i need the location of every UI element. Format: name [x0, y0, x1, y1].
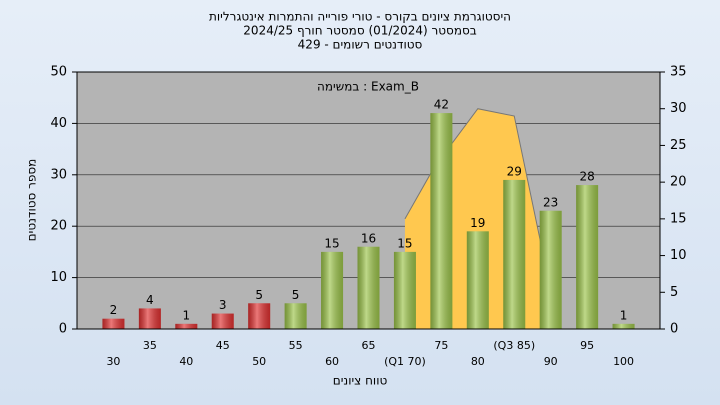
x-tick-label: (Q3 85) [493, 339, 535, 352]
chart-title: היסטוגרמת ציונים בקורס - טורי פורייה והת… [209, 10, 511, 24]
value-label: 29 [507, 164, 522, 178]
x-axis-label: טווח ציונים [333, 374, 388, 388]
y-tick-label: 20 [50, 219, 67, 234]
x-tick-label: 65 [362, 339, 376, 352]
x-tick-label: 50 [252, 355, 266, 368]
bar-shine [211, 313, 234, 329]
plot-border [76, 71, 661, 330]
x-tick-label: 30 [106, 355, 120, 368]
area [404, 108, 544, 256]
y2-tick-label: 35 [670, 65, 687, 80]
bar-shine [430, 113, 453, 330]
value-label: 1 [182, 308, 190, 322]
bar-shine [466, 231, 489, 329]
x-tick-label: 80 [471, 355, 485, 368]
x-tick-label: 75 [434, 339, 448, 352]
y2-tick-label: 15 [670, 211, 687, 226]
value-label: 4 [146, 293, 154, 307]
value-label: 1 [620, 308, 628, 322]
bar-shine [321, 251, 344, 329]
x-tick-label: 55 [289, 339, 303, 352]
annotation: Exam_B : במשימה [317, 80, 419, 94]
chart-subtitle: בסמסטר (01/2024) סמסטר חורף 2024/25 [243, 24, 476, 38]
x-tick-label: 60 [325, 355, 339, 368]
y-tick-label: 10 [50, 270, 67, 285]
bar-shine [612, 323, 635, 329]
y2-tick-label: 25 [670, 138, 687, 153]
x-tick-label: 45 [216, 339, 230, 352]
value-label: 23 [543, 195, 558, 209]
y-tick-label: 30 [50, 167, 67, 182]
x-tick-label: 90 [544, 355, 558, 368]
value-label: 42 [434, 98, 449, 112]
y2-tick-label: 20 [670, 175, 687, 190]
bar-shine [503, 179, 526, 329]
value-label: 5 [292, 288, 300, 302]
bar-shine [248, 303, 271, 329]
bar-shine [539, 210, 562, 329]
x-tick-label: 35 [143, 339, 157, 352]
y2-tick-label: 10 [670, 248, 687, 263]
x-tick-label: 95 [580, 339, 594, 352]
y2-tick-label: 0 [670, 322, 678, 337]
value-label: 16 [361, 231, 376, 245]
chart-subtitle: סטודנטים רשומים - 429 [298, 38, 423, 52]
bar-shine [175, 323, 198, 329]
value-label: 28 [579, 170, 594, 184]
x-tick-label: (Q1 70) [384, 355, 426, 368]
y-tick-label: 50 [50, 65, 67, 80]
y2-tick-label: 5 [670, 285, 678, 300]
bar-shine [138, 308, 161, 329]
bar-shine [102, 318, 125, 329]
y-tick-label: 0 [59, 322, 67, 337]
value-label: 5 [255, 288, 263, 302]
value-label: 15 [397, 236, 412, 250]
y-tick-label: 40 [50, 116, 67, 131]
bar-shine [284, 303, 307, 329]
bar-shine [576, 185, 599, 329]
value-label: 19 [470, 216, 485, 230]
x-tick-label: 100 [613, 355, 634, 368]
y-axis-label: מספר סטודנטים [25, 159, 39, 242]
value-label: 2 [110, 303, 118, 317]
bar-shine [357, 246, 380, 329]
value-label: 15 [324, 236, 339, 250]
value-label: 3 [219, 298, 227, 312]
y2-tick-label: 30 [670, 101, 687, 116]
bar-shine [393, 251, 416, 329]
x-tick-label: 40 [179, 355, 193, 368]
